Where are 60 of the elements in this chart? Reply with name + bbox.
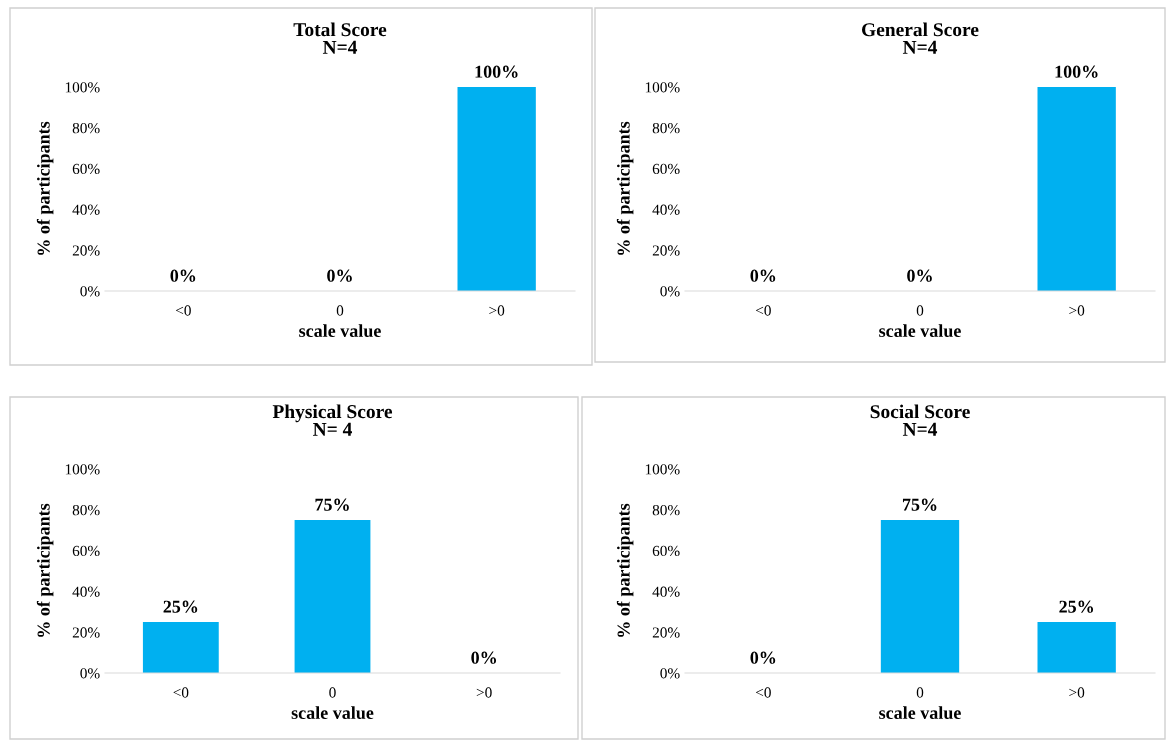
y-tick-label: 100%	[65, 464, 100, 475]
y-tick-label: 40%	[652, 204, 680, 215]
chart-title: General Score N=4	[862, 22, 979, 54]
y-tick-label: 20%	[72, 627, 100, 638]
data-label: 25%	[1059, 600, 1094, 613]
x-tick-label: >0	[1069, 687, 1085, 698]
x-tick-label: 0	[329, 687, 336, 698]
x-axis-title: scale value	[879, 324, 961, 338]
x-tick-label: >0	[1069, 305, 1085, 316]
data-label: 0%	[471, 651, 497, 664]
x-tick-label: <0	[175, 305, 191, 316]
data-label: 75%	[902, 498, 937, 511]
data-label: 0%	[750, 651, 776, 664]
x-tick-label: 0	[916, 305, 924, 316]
y-axis-title: % of participants	[616, 503, 634, 637]
chart-title: Physical Score N= 4	[272, 404, 393, 436]
x-axis-title: scale value	[299, 324, 381, 338]
data-label: 25%	[163, 600, 198, 613]
data-label: 0%	[327, 269, 352, 282]
x-tick-label: >0	[489, 305, 505, 316]
y-tick-label: 0%	[80, 286, 100, 297]
x-tick-label: >0	[476, 687, 492, 698]
data-label: 100%	[1055, 65, 1098, 78]
data-label: 75%	[315, 498, 349, 511]
chart-title: Social Score N=4	[870, 404, 970, 436]
y-tick-label: 100%	[645, 82, 680, 93]
y-tick-label: 80%	[72, 504, 100, 516]
x-axis-title: scale value	[291, 706, 374, 720]
data-label: 0%	[750, 269, 776, 282]
x-tick-label: <0	[755, 305, 771, 316]
y-tick-label: 0%	[80, 668, 100, 679]
x-tick-label: 0	[336, 305, 344, 316]
y-tick-label: 60%	[72, 545, 100, 557]
x-tick-label: <0	[755, 687, 771, 698]
data-label: 0%	[170, 269, 196, 282]
y-tick-label: 20%	[72, 245, 100, 256]
y-tick-label: 40%	[72, 204, 100, 215]
y-tick-label: 100%	[65, 82, 100, 93]
y-tick-label: 60%	[652, 163, 680, 175]
x-tick-label: 0	[916, 687, 924, 698]
y-tick-label: 40%	[72, 586, 100, 597]
y-axis-title: % of participants	[616, 121, 634, 255]
y-tick-label: 20%	[652, 245, 680, 256]
y-axis-title: % of participants	[36, 503, 54, 637]
y-tick-label: 60%	[72, 163, 100, 175]
y-tick-label: 60%	[652, 545, 680, 557]
y-tick-label: 0%	[660, 668, 680, 679]
y-tick-label: 80%	[652, 504, 680, 516]
chart-title: Total Score N=4	[293, 22, 387, 54]
x-tick-label: <0	[173, 687, 189, 698]
y-tick-label: 80%	[72, 122, 100, 134]
y-tick-label: 40%	[652, 586, 680, 597]
y-tick-label: 100%	[645, 464, 680, 475]
y-tick-label: 80%	[652, 122, 680, 134]
data-label: 0%	[907, 269, 932, 282]
y-tick-label: 20%	[652, 627, 680, 638]
x-axis-title: scale value	[879, 706, 961, 720]
y-tick-label: 0%	[660, 286, 680, 297]
data-label: 100%	[475, 65, 518, 78]
y-axis-title: % of participants	[36, 121, 54, 255]
